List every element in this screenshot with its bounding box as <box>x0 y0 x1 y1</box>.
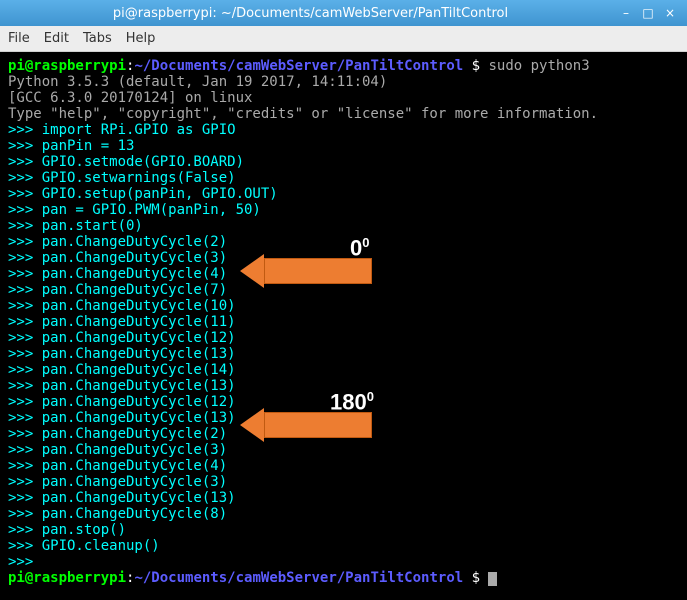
minimize-button[interactable]: – <box>615 4 637 22</box>
arrow-body <box>264 258 372 284</box>
label-zero-num: 0 <box>350 235 362 260</box>
terminal-viewport[interactable]: pi@raspberrypi:~/Documents/camWebServer/… <box>0 52 687 600</box>
annotation-label-oneeighty: 1800 <box>330 389 374 415</box>
menu-file[interactable]: File <box>8 31 30 46</box>
titlebar: pi@raspberrypi: ~/Documents/camWebServer… <box>0 0 687 26</box>
window-title: pi@raspberrypi: ~/Documents/camWebServer… <box>6 6 615 21</box>
cursor <box>488 572 497 586</box>
annotation-label-zero: 00 <box>350 235 369 261</box>
annotation-arrow-oneeighty <box>240 412 372 438</box>
close-button[interactable]: × <box>659 4 681 22</box>
label-180-num: 180 <box>330 389 367 414</box>
window-controls: – □ × <box>615 4 681 22</box>
arrow-head-icon <box>240 408 264 442</box>
menu-help[interactable]: Help <box>126 31 156 46</box>
arrow-head-icon <box>240 254 264 288</box>
maximize-button[interactable]: □ <box>637 4 659 22</box>
menu-tabs[interactable]: Tabs <box>83 31 112 46</box>
annotation-arrow-zero <box>240 258 372 284</box>
label-zero-sup: 0 <box>362 235 369 250</box>
menubar: File Edit Tabs Help <box>0 26 687 52</box>
arrow-body <box>264 412 372 438</box>
menu-edit[interactable]: Edit <box>44 31 69 46</box>
label-180-sup: 0 <box>367 389 374 404</box>
